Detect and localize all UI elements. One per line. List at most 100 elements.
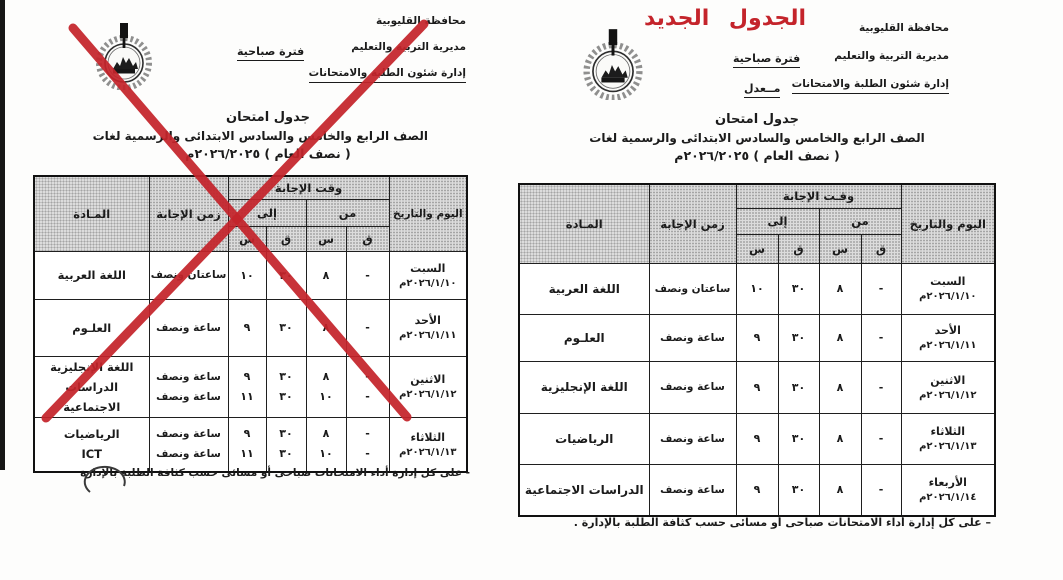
time-cell: - xyxy=(860,463,902,517)
time-cell: ٣٠ ٣٠ xyxy=(265,416,307,473)
subject-cell: الرياضيات ICT xyxy=(33,416,150,473)
governorate-emblem-icon xyxy=(88,22,160,94)
header-day-date: اليوم والتاريخ xyxy=(900,183,996,264)
duration-cell: ساعة ونصف xyxy=(148,298,229,357)
time-cell: ١٠ xyxy=(227,250,267,300)
duration-cell: ساعة ونصف xyxy=(648,313,737,362)
header-minutes: ق xyxy=(777,233,820,264)
subject-cell: الدراسات الاجتماعية xyxy=(518,463,650,517)
header-hours: س xyxy=(227,225,267,252)
administration-name: إدارة شئون الطلبة والامتحانات xyxy=(791,78,949,94)
scan-edge-bar xyxy=(0,0,5,470)
duration-cell: ساعتان ونصف xyxy=(648,262,737,315)
day-cell: الاثنين ٢٠٢٦/١/١٢م xyxy=(388,355,468,418)
time-cell: ٨ ١٠ xyxy=(305,355,347,418)
exam-title-block: جدول امتحان الصف الرابع والخامس والسادس … xyxy=(92,110,428,161)
old-schedule-page: محافظة القليوبية مديرية التربية والتعليم… xyxy=(0,0,505,580)
duration-cell: ساعة ونصف ساعة ونصف xyxy=(148,355,229,418)
time-cell: ٨ xyxy=(818,360,862,414)
day-cell: السبت ٢٠٢٦/١/١٠م xyxy=(388,250,468,300)
table-row: الأربعاء ٢٠٢٦/١/١٤م - ٨ ٣٠ ٩ ساعة ونصف ال… xyxy=(518,463,996,517)
directorate-name: مديرية التربية والتعليم xyxy=(834,50,949,62)
time-cell: ٩ ١١ xyxy=(227,416,267,473)
exam-table: اليوم والتاريخ وقت الإجابة زمن الإجابة ا… xyxy=(33,175,469,473)
header-answer-time: وقت الإجابة xyxy=(227,175,390,200)
exam-table: اليوم والتاريخ وقـت الإجابة زمن الإجابة … xyxy=(518,183,997,517)
header-to: إلى xyxy=(735,207,820,235)
time-cell: ٣٠ xyxy=(777,262,820,315)
footer-note: - على كل إدارة أداء الامتحانات صباحى أو … xyxy=(80,467,470,479)
org-block: محافظة القليوبية مديرية التربية والتعليم… xyxy=(791,22,949,109)
time-cell: ٣٠ xyxy=(265,250,307,300)
table-row: الاثنين ٢٠٢٦/١/١٢م - ٨ ٣٠ ٩ ساعة ونصف الل… xyxy=(518,360,996,414)
time-cell: ٣٠ xyxy=(777,463,820,517)
governorate-name: محافظة القليوبية xyxy=(859,22,949,34)
directorate-name: مديرية التربية والتعليم xyxy=(351,41,466,53)
time-cell: ٣٠ xyxy=(265,298,307,357)
exam-title: جدول امتحان xyxy=(715,112,799,127)
day-cell: الأحد ٢٠٢٦/١/١١م xyxy=(900,313,996,362)
time-cell: ٩ ١١ xyxy=(227,355,267,418)
header-from: من xyxy=(305,198,390,227)
subject-cell: اللغة العربية xyxy=(33,250,150,300)
time-cell: ٩ xyxy=(735,360,779,414)
governorate-name: محافظة القليوبية xyxy=(376,15,466,27)
time-cell: ٣٠ xyxy=(777,360,820,414)
time-cell: - xyxy=(345,298,390,357)
subject-cell: اللغة الإنجليزية xyxy=(518,360,650,414)
time-cell: ٣٠ xyxy=(777,313,820,362)
footer-note: – على كل إدارة أداء الامتحانات صباحى أو … xyxy=(573,516,991,529)
header-day-date: اليوم والتاريخ xyxy=(388,175,468,252)
table-row: الثلاثاء ٢٠٢٦/١/١٣م -- ٨ ١٠ ٣٠ ٣٠ ٩ ١١ ساعة … xyxy=(33,416,468,473)
administration-name: إدارة شئون الطلبة والامتحانات xyxy=(308,67,466,83)
period-label: فترة صباحية xyxy=(237,45,305,61)
time-cell: ١٠ xyxy=(735,262,779,315)
time-cell: ٨ xyxy=(305,250,347,300)
day-cell: السبت ٢٠٢٦/١/١٠م xyxy=(900,262,996,315)
duration-cell: ساعة ونصف xyxy=(648,412,737,465)
modified-label: مــعدل xyxy=(744,82,781,98)
time-cell: ٨ xyxy=(818,412,862,465)
subject-cell: اللغة العربية xyxy=(518,262,650,315)
duration-cell: ساعتان ونصف xyxy=(148,250,229,300)
header-duration: زمن الإجابة xyxy=(148,175,229,252)
header-to: إلى xyxy=(227,198,307,227)
header-minutes: ق xyxy=(345,225,390,252)
header-subject: المـادة xyxy=(518,183,650,264)
day-cell: الأحد ٢٠٢٦/١/١١م xyxy=(388,298,468,357)
time-cell: - xyxy=(860,313,902,362)
subject-cell: اللغة الإنجليزية الدراسات الاجتماعية xyxy=(33,355,150,418)
header-duration: زمن الإجابة xyxy=(648,183,737,264)
term-year-title: ( نصف العام ) ٢٠٢٦/٢٠٢٥م xyxy=(185,146,351,161)
time-cell: -- xyxy=(345,416,390,473)
time-cell: ٨ xyxy=(818,313,862,362)
time-cell: - xyxy=(345,250,390,300)
table-row: السبت ٢٠٢٦/١/١٠م - ٨ ٣٠ ١٠ ساعتان ونصف ال… xyxy=(33,250,468,300)
subject-cell: العلـوم xyxy=(33,298,150,357)
time-cell: ٩ xyxy=(735,412,779,465)
header-hours: س xyxy=(818,233,862,264)
time-cell: ٨ xyxy=(818,262,862,315)
header-answer-time: وقـت الإجابة xyxy=(735,183,902,209)
time-cell: ٨ xyxy=(818,463,862,517)
duration-cell: ساعة ونصف xyxy=(648,463,737,517)
time-cell: - xyxy=(860,412,902,465)
header-hours: س xyxy=(735,233,779,264)
grade-title: الصف الرابع والخامس والسادس الابتدائى وا… xyxy=(92,129,428,143)
day-cell: الثلاثاء ٢٠٢٦/١/١٣م xyxy=(388,416,468,473)
subject-cell: العلـوم xyxy=(518,313,650,362)
grade-title: الصف الرابع والخامس والسادس الابتدائى وا… xyxy=(589,131,925,145)
new-schedule-label: الجدول الجديد xyxy=(643,6,807,31)
time-cell: ٩ xyxy=(227,298,267,357)
time-cell: - xyxy=(860,262,902,315)
day-cell: الأربعاء ٢٠٢٦/١/١٤م xyxy=(900,463,996,517)
header-hours: س xyxy=(305,225,347,252)
time-cell: ٩ xyxy=(735,313,779,362)
header-from: من xyxy=(818,207,902,235)
header-minutes: ق xyxy=(860,233,902,264)
time-cell: ٨ ١٠ xyxy=(305,416,347,473)
subject-cell: الرياضيات xyxy=(518,412,650,465)
table-row: الثلاثاء ٢٠٢٦/١/١٣م - ٨ ٣٠ ٩ ساعة ونصف ال… xyxy=(518,412,996,465)
time-cell: ٩ xyxy=(735,463,779,517)
